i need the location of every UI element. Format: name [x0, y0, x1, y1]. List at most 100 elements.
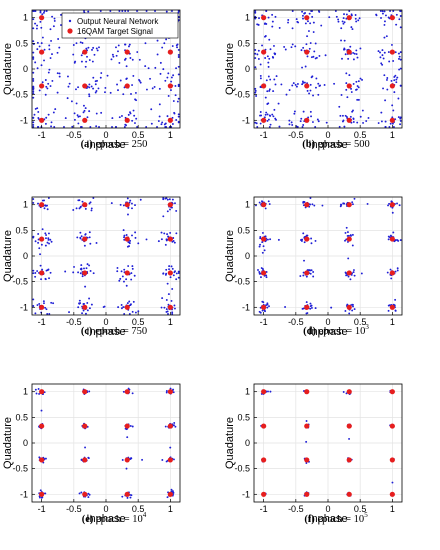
- output-point: [118, 279, 121, 282]
- output-point: [116, 267, 119, 269]
- output-point: [304, 12, 307, 14]
- output-point: [131, 425, 134, 428]
- output-point: [40, 64, 43, 67]
- output-point: [388, 60, 391, 63]
- output-point: [258, 271, 261, 273]
- output-point: [267, 390, 269, 393]
- output-point: [267, 118, 270, 121]
- output-point: [310, 56, 313, 59]
- output-point: [168, 265, 171, 268]
- output-point: [48, 68, 51, 71]
- output-point: [48, 44, 51, 47]
- output-point: [154, 66, 157, 69]
- output-point: [63, 126, 65, 128]
- output-point: [343, 202, 346, 205]
- output-point: [355, 53, 358, 55]
- output-point: [171, 116, 174, 119]
- output-point: [265, 10, 268, 12]
- target-point: [346, 202, 352, 208]
- output-point: [302, 46, 305, 49]
- output-point: [123, 313, 126, 315]
- output-point: [308, 12, 311, 15]
- output-point: [343, 39, 346, 42]
- output-point: [89, 126, 92, 128]
- target-point: [346, 15, 352, 21]
- target-point: [304, 236, 310, 242]
- output-point: [89, 242, 92, 245]
- output-point: [32, 90, 35, 93]
- output-point: [325, 121, 328, 124]
- output-point: [293, 112, 296, 115]
- output-point: [350, 91, 353, 94]
- output-point: [120, 115, 123, 117]
- output-point: [130, 494, 133, 497]
- output-point: [81, 200, 84, 203]
- output-point: [44, 457, 47, 460]
- output-point: [114, 126, 117, 128]
- y-tick-label: -0.5: [12, 277, 28, 287]
- output-point: [131, 310, 134, 313]
- output-point: [174, 85, 177, 87]
- output-point: [177, 97, 180, 100]
- output-point: [268, 203, 271, 206]
- target-point: [124, 49, 130, 55]
- output-point: [83, 244, 86, 247]
- output-point: [58, 72, 61, 75]
- output-point: [100, 72, 103, 74]
- output-point: [171, 123, 174, 125]
- output-point: [50, 125, 53, 128]
- output-point: [34, 240, 37, 243]
- output-point: [340, 27, 343, 30]
- output-point: [177, 56, 180, 58]
- output-point: [131, 207, 133, 210]
- output-point: [166, 115, 169, 118]
- output-point: [56, 51, 59, 54]
- output-point: [32, 57, 35, 60]
- output-point: [256, 23, 259, 26]
- x-tick-label: -0.5: [66, 317, 82, 327]
- output-point: [53, 17, 56, 20]
- output-point: [315, 77, 318, 80]
- output-point: [393, 79, 396, 82]
- output-point: [32, 121, 35, 124]
- x-tick-label: 1: [390, 317, 395, 327]
- output-point: [309, 110, 312, 113]
- output-point: [125, 278, 128, 281]
- output-point: [86, 302, 89, 304]
- output-point: [104, 91, 106, 94]
- target-point: [82, 83, 88, 89]
- output-point: [117, 44, 120, 47]
- output-point: [34, 275, 37, 278]
- output-point: [134, 98, 137, 101]
- y-tick-label: 1: [245, 200, 250, 210]
- output-point: [122, 390, 125, 393]
- output-point: [377, 122, 380, 124]
- output-point: [119, 79, 122, 82]
- output-point: [394, 309, 397, 312]
- output-point: [161, 297, 164, 300]
- output-point: [254, 91, 257, 94]
- output-point: [268, 126, 271, 128]
- output-point: [257, 268, 259, 271]
- output-point: [176, 43, 179, 46]
- output-point: [288, 89, 291, 92]
- output-point: [300, 239, 303, 242]
- output-point: [344, 53, 347, 56]
- output-point: [88, 83, 91, 86]
- output-point: [170, 76, 173, 79]
- series-16qam-target-signal: [39, 389, 173, 497]
- target-point: [124, 202, 130, 208]
- output-point: [260, 276, 262, 279]
- output-point: [172, 388, 175, 391]
- output-point: [177, 10, 180, 12]
- target-point: [39, 117, 45, 123]
- target-point: [124, 117, 130, 123]
- output-point: [38, 456, 41, 459]
- output-point: [145, 10, 148, 12]
- output-point: [390, 79, 393, 82]
- output-point: [123, 280, 125, 283]
- output-point: [86, 263, 89, 266]
- output-point: [161, 459, 164, 461]
- legend-box: [61, 12, 179, 39]
- output-point: [343, 125, 346, 128]
